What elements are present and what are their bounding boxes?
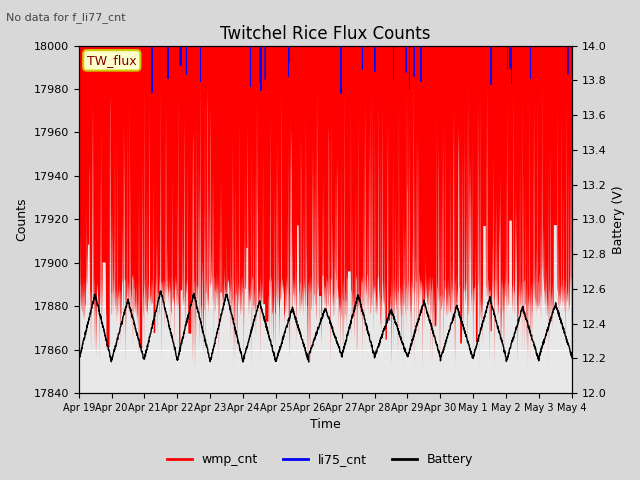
Text: TW_flux: TW_flux [87, 54, 136, 67]
Legend: wmp_cnt, li75_cnt, Battery: wmp_cnt, li75_cnt, Battery [162, 448, 478, 471]
Text: No data for f_li77_cnt: No data for f_li77_cnt [6, 12, 126, 23]
Title: Twitchel Rice Flux Counts: Twitchel Rice Flux Counts [220, 24, 431, 43]
X-axis label: Time: Time [310, 419, 340, 432]
Y-axis label: Counts: Counts [15, 198, 28, 241]
Y-axis label: Battery (V): Battery (V) [612, 185, 625, 253]
